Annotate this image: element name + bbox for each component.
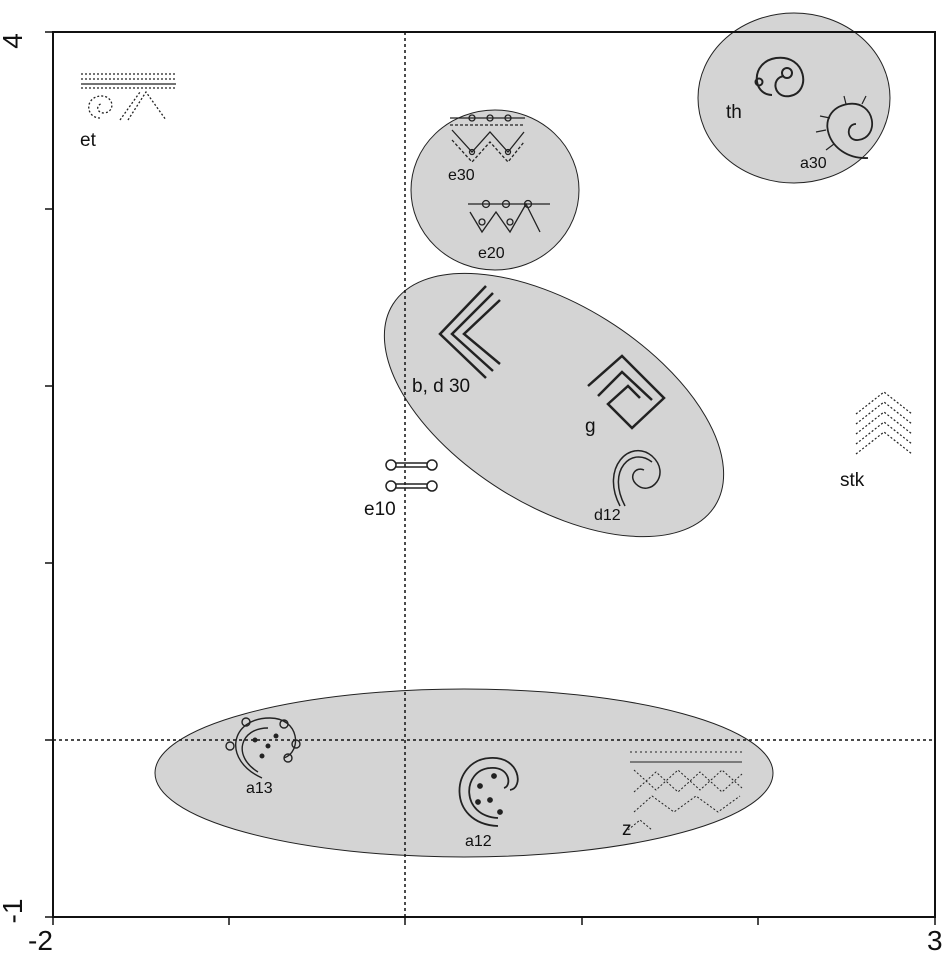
y-ticks	[45, 31, 53, 918]
point-label-z: z	[622, 819, 632, 840]
y-tick-label-max: 4	[0, 33, 28, 49]
point-label-d12: d12	[594, 507, 621, 524]
motif-d12-icon	[612, 449, 661, 507]
motif-z-icon	[627, 751, 743, 831]
point-label-e30: e30	[448, 167, 475, 184]
motif-e20-icon	[468, 199, 550, 234]
motif-g-icon	[587, 354, 666, 430]
motif-th-icon	[754, 56, 805, 98]
cluster-th-a30	[697, 12, 891, 184]
plot-frame	[52, 31, 936, 918]
point-label-et: et	[80, 130, 97, 151]
motif-a12-icon	[458, 757, 519, 827]
motif-a13-icon	[225, 717, 301, 779]
x-tick-label-max: 3	[927, 925, 943, 956]
point-label-stk: stk	[840, 470, 865, 491]
point-label-a13: a13	[246, 780, 273, 797]
point-labels: et e30 e20 th a30 b, d 30 g d12 stk e10 …	[80, 102, 865, 850]
cluster-e30-e20	[410, 109, 580, 271]
cluster-ellipses	[154, 12, 891, 858]
point-label-e10: e10	[364, 499, 396, 520]
motif-a30-icon	[815, 95, 873, 159]
point-label-a30: a30	[800, 155, 827, 172]
motif-stk-icon	[855, 391, 913, 455]
motif-e30-icon	[450, 114, 525, 164]
motif-bd30-icon	[438, 285, 501, 379]
point-label-g: g	[585, 416, 596, 437]
point-label-th: th	[726, 102, 742, 123]
motif-e10-icon	[385, 459, 438, 492]
cluster-bd30-g-d12	[383, 272, 725, 538]
point-label-bd30: b, d 30	[412, 376, 470, 397]
point-label-e20: e20	[478, 245, 505, 262]
y-tick-label-min: -1	[0, 899, 28, 924]
x-ticks	[52, 917, 936, 925]
motif-et-icon	[81, 73, 176, 121]
x-tick-label-min: -2	[28, 925, 53, 956]
point-label-a12: a12	[465, 833, 492, 850]
motif-glyphs	[81, 56, 913, 831]
